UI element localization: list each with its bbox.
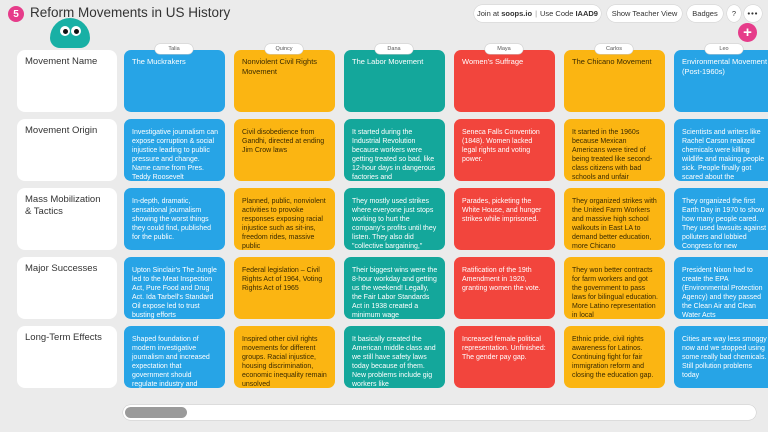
card-cell[interactable]: They organized the first Earth Day in 19… <box>674 188 768 250</box>
card-cell[interactable]: Increased female political representatio… <box>454 326 555 388</box>
top-bar: 5 Reform Movements in US History Join at… <box>0 0 768 28</box>
join-site: soops.io <box>501 9 533 18</box>
card-cell[interactable]: Inspired other civil rights movements fo… <box>234 326 335 388</box>
card-cell[interactable]: It started in the 1960s because Mexican … <box>564 119 665 181</box>
card-cell[interactable]: In-depth, dramatic, sensational journali… <box>124 188 225 250</box>
student-tag: Dana <box>375 44 413 54</box>
card-cell[interactable]: Parades, picketing the White House, and … <box>454 188 555 250</box>
card-cell[interactable]: They mostly used strikes where everyone … <box>344 188 445 250</box>
help-button[interactable]: ? <box>727 5 741 22</box>
card-cell[interactable]: Women's Suffrage <box>454 50 555 112</box>
card-cell[interactable]: Ratification of the 19th Amendment in 19… <box>454 257 555 319</box>
student-tag: Carlos <box>595 44 633 54</box>
card-cell[interactable]: Their biggest wins were the 8-hour workd… <box>344 257 445 319</box>
card-cell[interactable]: They won better contracts for farm worke… <box>564 257 665 319</box>
show-teacher-view-button[interactable]: Show Teacher View <box>607 5 682 22</box>
join-separator: | <box>535 9 538 18</box>
card-cell[interactable]: They organized strikes with the United F… <box>564 188 665 250</box>
row-label-major-successes: Major Successes <box>17 257 117 319</box>
more-menu-button[interactable]: ••• <box>744 5 762 22</box>
card-cell[interactable]: Ethnic pride, civil rights awareness for… <box>564 326 665 388</box>
card-cell[interactable]: Civil disobedience from Gandhi, directed… <box>234 119 335 181</box>
badges-button[interactable]: Badges <box>687 5 723 22</box>
card-cell[interactable]: The Muckrakers <box>124 50 225 112</box>
scrollbar-thumb[interactable] <box>125 407 187 418</box>
card-cell[interactable]: The Labor Movement <box>344 50 445 112</box>
card-cell[interactable]: Nonviolent Civil Rights Movement <box>234 50 335 112</box>
horizontal-scrollbar[interactable] <box>123 405 756 420</box>
card-cell[interactable]: Environmental Movement (Post-1960s) <box>674 50 768 112</box>
student-tag: Quincy <box>265 44 303 54</box>
add-column-button[interactable]: + <box>738 23 757 42</box>
page-title: Reform Movements in US History <box>30 5 231 20</box>
card-cell[interactable]: Federal legislation – Civil Rights Act o… <box>234 257 335 319</box>
card-cell[interactable]: Cities are way less smoggy now and we st… <box>674 326 768 388</box>
mascot-icon <box>50 18 90 48</box>
row-label-movement-name: Movement Name <box>17 50 117 112</box>
row-label-mass-mobilization: Mass Mobilization & Tactics <box>17 188 117 250</box>
student-tag: Maya <box>485 44 523 54</box>
student-tag: Leo <box>705 44 743 54</box>
card-cell[interactable]: Planned, public, nonviolent activities t… <box>234 188 335 250</box>
row-label-movement-origin: Movement Origin <box>17 119 117 181</box>
mascot-right-eye <box>71 26 81 36</box>
card-cell[interactable]: Seneca Falls Convention (1848). Women la… <box>454 119 555 181</box>
mascot-right-pupil <box>74 29 79 34</box>
card-cell[interactable]: The Chicano Movement <box>564 50 665 112</box>
join-prefix: Join at <box>477 9 500 18</box>
student-tag: Talia <box>155 44 193 54</box>
card-cell[interactable]: It started during the Industrial Revolut… <box>344 119 445 181</box>
join-code: IAAD9 <box>575 9 598 18</box>
card-cell[interactable]: Upton Sinclair's The Jungle led to the M… <box>124 257 225 319</box>
join-code-label: Use Code <box>540 9 574 18</box>
row-label-long-term-effects: Long-Term Effects <box>17 326 117 388</box>
activity-number-badge: 5 <box>8 6 24 22</box>
mascot-left-pupil <box>63 29 68 34</box>
card-cell[interactable]: It basically created the American middle… <box>344 326 445 388</box>
card-cell[interactable]: President Nixon had to create the EPA (E… <box>674 257 768 319</box>
card-cell[interactable]: Investigative journalism can expose corr… <box>124 119 225 181</box>
join-code-pill[interactable]: Join at soops.io | Use Code IAAD9 <box>474 5 601 22</box>
card-cell[interactable]: Scientists and writers like Rachel Carso… <box>674 119 768 181</box>
mascot-left-eye <box>60 26 70 36</box>
card-cell[interactable]: Shaped foundation of modern investigativ… <box>124 326 225 388</box>
